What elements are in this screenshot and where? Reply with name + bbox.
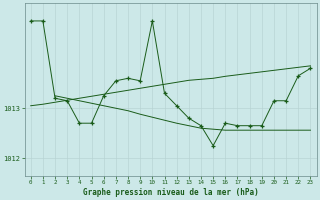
X-axis label: Graphe pression niveau de la mer (hPa): Graphe pression niveau de la mer (hPa) — [83, 188, 259, 197]
